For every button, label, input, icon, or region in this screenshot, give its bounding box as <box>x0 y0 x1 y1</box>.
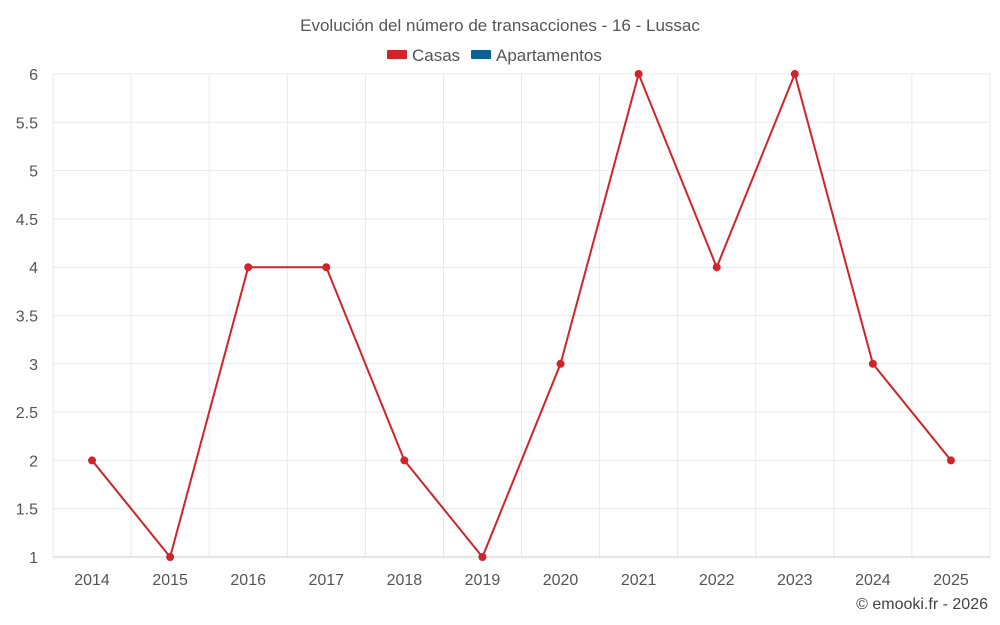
y-tick-label: 4.5 <box>16 212 38 229</box>
x-tick-label: 2020 <box>543 572 579 589</box>
data-point-casas-2015[interactable] <box>166 553 175 561</box>
legend-label-casas: Casas <box>412 46 460 65</box>
x-tick-label: 2018 <box>387 572 423 589</box>
data-point-casas-2020[interactable] <box>556 359 565 368</box>
data-point-casas-2018[interactable] <box>400 456 409 465</box>
series-layer <box>88 70 955 561</box>
data-point-casas-2014[interactable] <box>88 456 97 465</box>
y-tick-label: 3.5 <box>16 309 38 326</box>
x-tick-label: 2023 <box>777 572 813 589</box>
x-tick-label: 2025 <box>933 572 969 589</box>
data-point-casas-2021[interactable] <box>634 70 643 78</box>
legend: Casas Apartamentos <box>387 46 602 65</box>
x-axis: 2014 2015 2016 2017 2018 2019 2020 2021 2022 2023… <box>53 556 990 589</box>
x-tick-label: 2015 <box>152 572 188 589</box>
x-tick-label: 2022 <box>699 572 735 589</box>
y-axis: 1 1.5 2 2.5 3 3.5 4 4.5 5 5.5 6 <box>16 67 38 567</box>
x-tick-label: 2016 <box>230 572 266 589</box>
credit-text: © emooki.fr - 2026 <box>856 596 988 613</box>
legend-item-casas[interactable]: Casas <box>387 46 460 65</box>
x-tick-label: 2024 <box>855 572 891 589</box>
data-point-casas-2023[interactable] <box>790 70 799 78</box>
x-tick-label: 2019 <box>465 572 501 589</box>
y-tick-label: 4 <box>29 260 38 277</box>
y-tick-label: 5 <box>29 164 38 181</box>
y-tick-label: 5.5 <box>16 115 38 132</box>
y-tick-label: 3 <box>29 357 38 374</box>
data-point-casas-2025[interactable] <box>946 456 955 465</box>
x-tick-label: 2021 <box>621 572 657 589</box>
legend-swatch-casas <box>387 50 407 59</box>
data-point-casas-2019[interactable] <box>478 553 487 561</box>
legend-item-apartamentos[interactable]: Apartamentos <box>471 46 602 65</box>
x-tick-label: 2017 <box>308 572 344 589</box>
legend-swatch-apartamentos <box>471 50 491 59</box>
y-tick-label: 1.5 <box>16 502 38 519</box>
data-point-casas-2022[interactable] <box>712 263 721 272</box>
y-tick-label: 6 <box>29 67 38 84</box>
data-point-casas-2016[interactable] <box>244 263 253 272</box>
y-tick-label: 2.5 <box>16 405 38 422</box>
data-point-casas-2024[interactable] <box>868 359 877 368</box>
x-tick-label: 2014 <box>74 572 110 589</box>
legend-label-apartamentos: Apartamentos <box>496 46 602 65</box>
y-tick-label: 1 <box>29 550 38 567</box>
data-point-casas-2017[interactable] <box>322 263 331 272</box>
series-line-casas <box>91 73 952 558</box>
chart-title: Evolución del número de transacciones - … <box>300 16 700 35</box>
y-tick-label: 2 <box>29 453 38 470</box>
